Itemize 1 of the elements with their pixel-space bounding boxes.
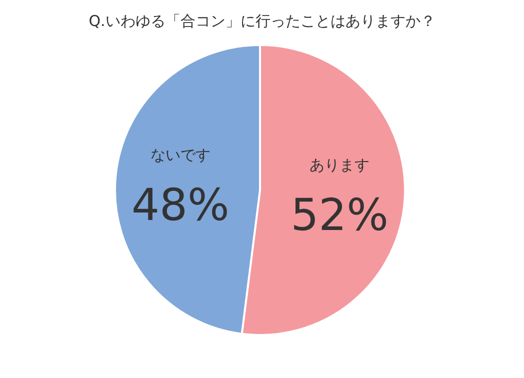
title: Q.いわゆる「合コン」に行ったことはありますか？	[88, 12, 436, 30]
